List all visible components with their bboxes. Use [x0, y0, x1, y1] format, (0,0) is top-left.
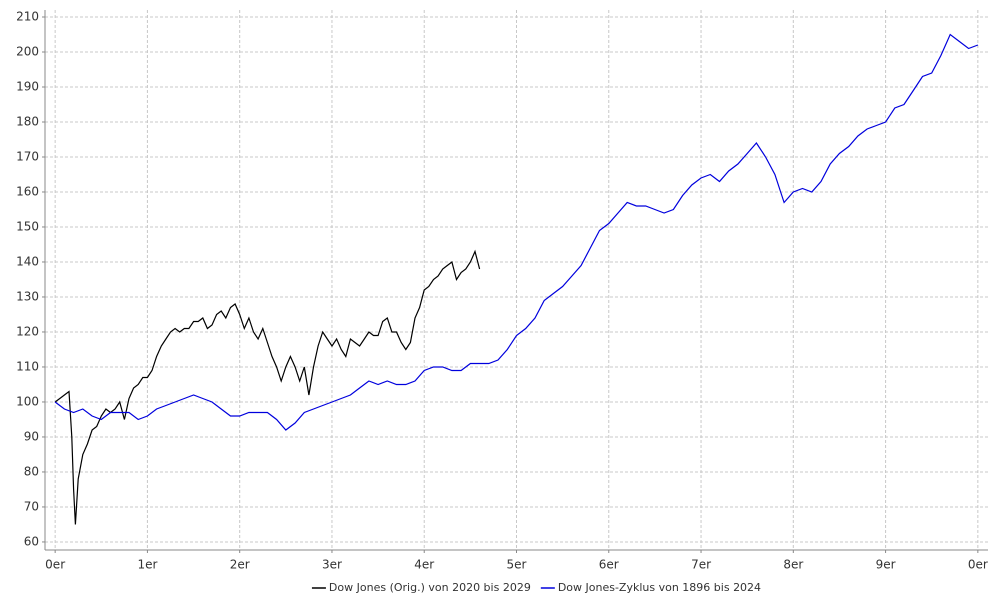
y-tick-label: 160: [16, 184, 39, 198]
x-tick-label: 0er: [45, 558, 65, 572]
plot: [54, 33, 979, 525]
y-tick-label: 170: [16, 149, 39, 163]
y-tick-label: 120: [16, 324, 39, 338]
legend: Dow Jones (Orig.) von 2020 bis 2029 Dow J…: [311, 581, 761, 594]
series-line: [54, 33, 979, 431]
legend-item: Dow Jones-Zyklus von 1896 bis 2024: [540, 581, 761, 594]
x-tick-label: 7er: [691, 558, 711, 572]
y-tick-label: 80: [24, 464, 39, 478]
y-tick-label: 100: [16, 394, 39, 408]
x-tick-label: 6er: [599, 558, 619, 572]
x-tick-label: 4er: [414, 558, 434, 572]
x-tick-label: 1er: [137, 558, 157, 572]
x-tick-label: 3er: [322, 558, 342, 572]
y-tick-label: 90: [24, 429, 39, 443]
legend-item: Dow Jones (Orig.) von 2020 bis 2029: [311, 581, 531, 594]
x-tick-label: 5er: [507, 558, 527, 572]
grid: 60 70 80 90 100 110 120 130 140 150 160 170 180 190 20…: [16, 9, 988, 572]
x-tick-label: 8er: [783, 558, 803, 572]
y-tick-label: 110: [16, 359, 39, 373]
y-tick-label: 180: [16, 114, 39, 128]
y-tick-label: 60: [24, 534, 39, 548]
y-tick-label: 150: [16, 219, 39, 233]
legend-label: Dow Jones-Zyklus von 1896 bis 2024: [558, 581, 761, 594]
y-tick-label: 130: [16, 289, 39, 303]
x-tick-label: 0er: [968, 558, 988, 572]
x-tick-label: 9er: [876, 558, 896, 572]
y-tick-label: 190: [16, 79, 39, 93]
x-tick-label: 2er: [230, 558, 250, 572]
legend-label: Dow Jones (Orig.) von 2020 bis 2029: [329, 581, 531, 594]
y-tick-label: 200: [16, 44, 39, 58]
y-tick-label: 210: [16, 9, 39, 23]
y-tick-label: 70: [24, 499, 39, 513]
y-tick-label: 140: [16, 254, 39, 268]
series-line: [54, 249, 481, 525]
